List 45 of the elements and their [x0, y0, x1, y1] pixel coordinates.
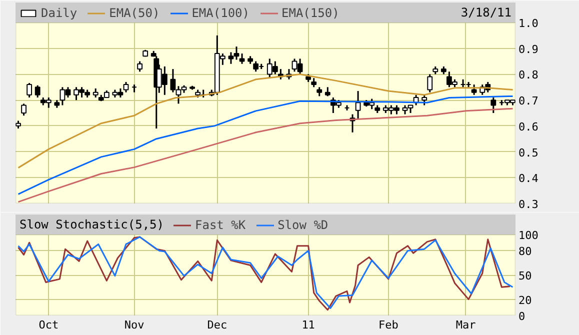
line-series: [18, 73, 514, 169]
y-tick-label: 0.4: [518, 172, 539, 186]
candlestick: [355, 90, 361, 120]
legend-label: EMA(100): [192, 6, 250, 20]
y-tick-label: 0.7: [518, 94, 538, 108]
x-tick-label: 11: [302, 318, 315, 332]
candlestick: [92, 88, 98, 98]
legend-label: EMA(150): [282, 6, 340, 20]
x-tick-label: Dec: [207, 318, 228, 332]
y-tick-label: 0.6: [518, 120, 538, 134]
candlestick: [471, 84, 477, 96]
y-tick-label: 20: [518, 294, 532, 307]
x-tick-label: Feb: [378, 318, 398, 332]
y-tick-label: 0.3: [518, 198, 538, 211]
legend-label: Daily: [41, 6, 78, 20]
candlestick: [137, 60, 143, 72]
candlestick: [311, 77, 317, 88]
y-tick-label: 50: [518, 270, 532, 282]
candlestick: [422, 94, 428, 106]
y-tick-label: 0.8: [518, 68, 538, 82]
chart-title: Slow Stochastic(5,5): [20, 218, 164, 232]
legend-label: Fast %K: [195, 218, 246, 232]
candlestick: [324, 86, 330, 97]
candlestick: [239, 52, 245, 65]
legend-label: Slow %D: [278, 218, 328, 232]
text: 3/18/11: [460, 6, 512, 20]
legend-label: EMA(50): [109, 6, 160, 20]
candlestick: [427, 73, 433, 94]
x-tick-label: Mar: [456, 318, 476, 332]
candlestick: [123, 81, 129, 94]
y-tick-label: 100: [518, 229, 538, 242]
y-tick-label: 1.0: [518, 17, 538, 30]
candlestick: [34, 84, 40, 98]
candlestick: [490, 96, 496, 114]
candlestick: [316, 86, 322, 97]
line-series: [18, 108, 514, 203]
y-tick-label: 80: [518, 245, 532, 258]
line-series: [18, 95, 514, 195]
y-tick-label: 0.5: [518, 146, 538, 160]
y-tick-label: 0.9: [518, 42, 538, 56]
candlestick: [21, 102, 26, 116]
x-tick-label: Oct: [38, 318, 59, 332]
candlestick: [26, 82, 32, 98]
y-tick-label: 0: [518, 310, 526, 323]
x-tick-label: Nov: [124, 318, 145, 332]
